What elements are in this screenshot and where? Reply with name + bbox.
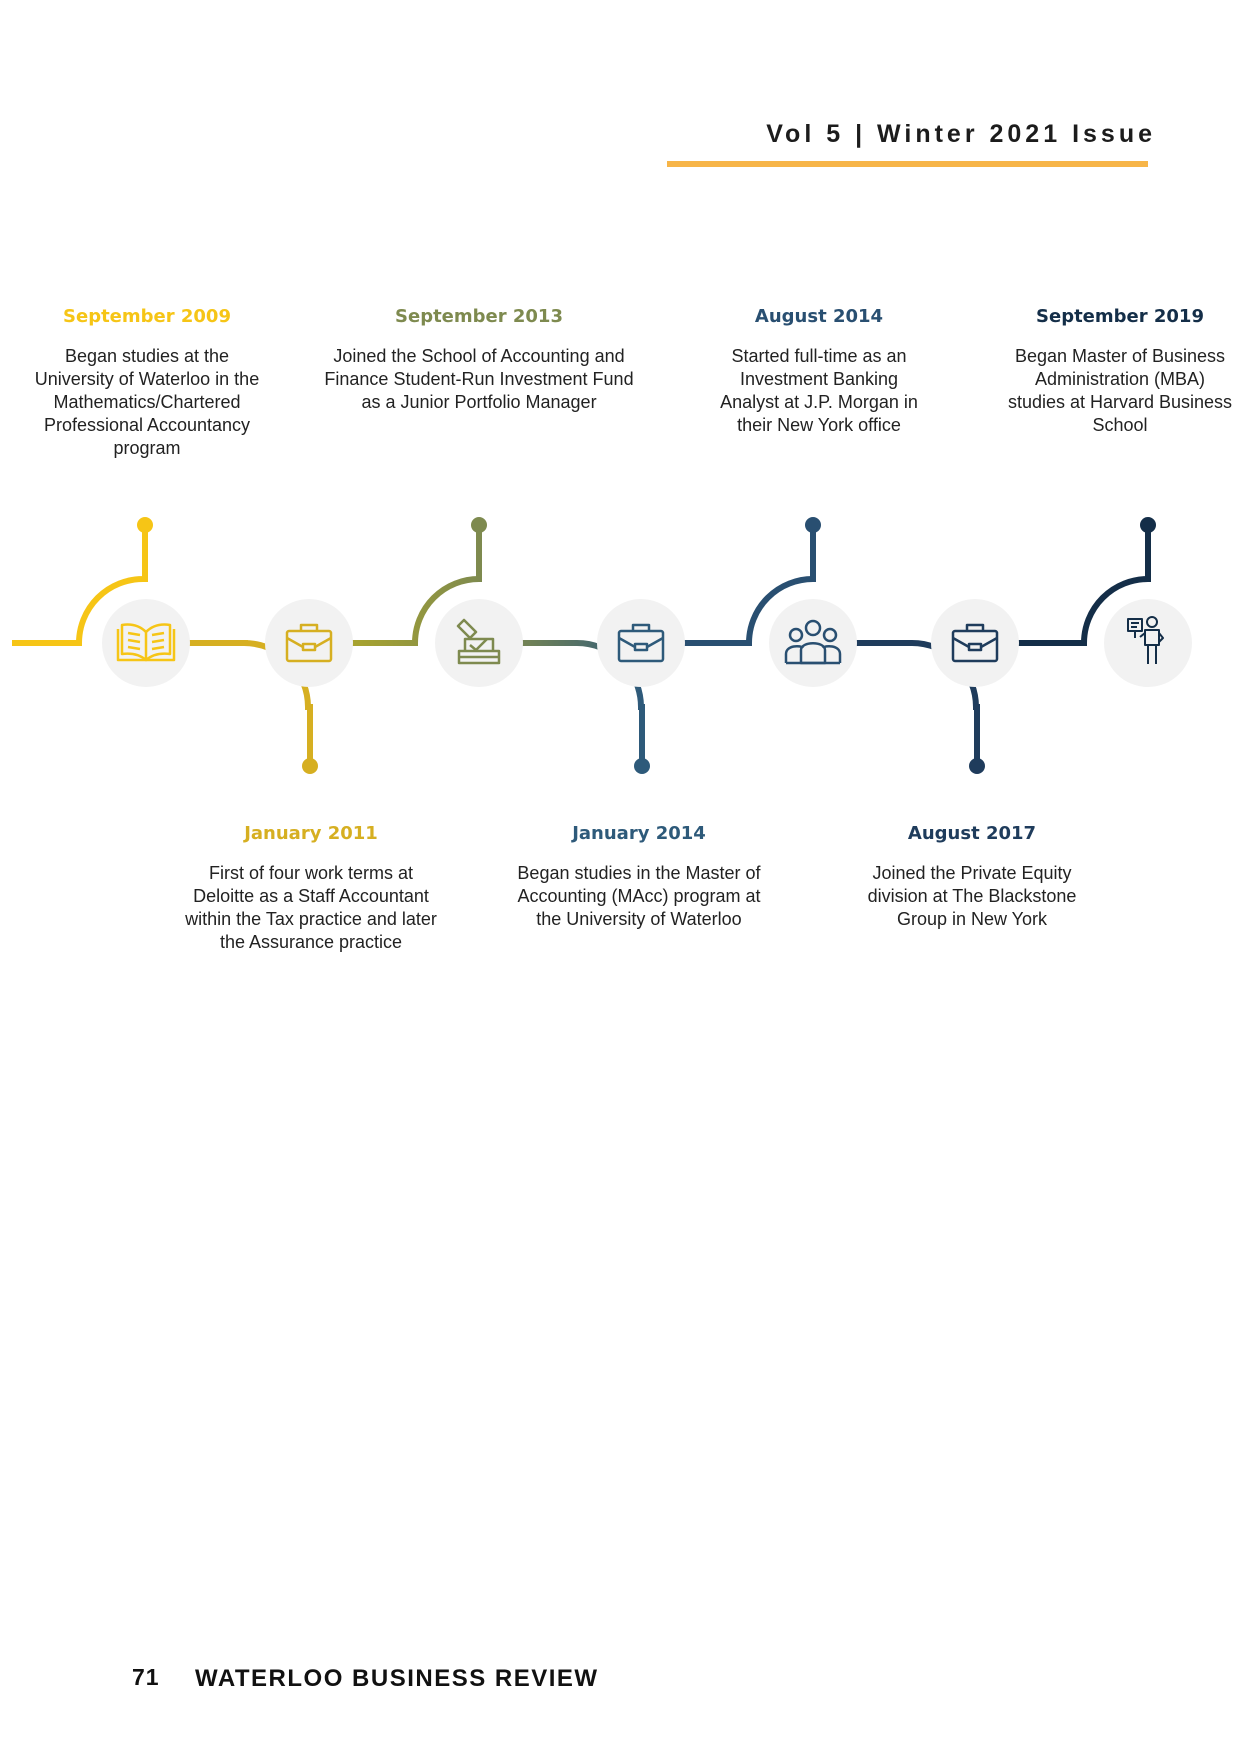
timeline-node-2 [302,758,318,774]
publication-title: WATERLOO BUSINESS REVIEW [195,1665,599,1692]
ballot-box-icon [456,618,501,665]
icon-circle-7 [1104,599,1192,687]
header-rule [667,161,1148,167]
issue-header: Vol 5 | Winter 2021 Issue [766,120,1156,148]
page-number: 71 [132,1664,160,1690]
event-date: September 2009 [63,306,231,327]
event-description: Started full-time as an Investment Banki… [720,346,918,435]
briefcase-icon [285,623,333,663]
event-date: January 2011 [244,823,378,844]
timeline-segment-5 [682,525,816,646]
event-description: First of four work terms at Deloitte as … [185,863,437,952]
event-description: Joined the Private Equity division at Th… [867,863,1077,929]
presenter-icon [1127,616,1164,664]
briefcase-icon [617,623,665,663]
timeline-node-4 [634,758,650,774]
timeline-node-7 [1140,517,1156,533]
icon-circle-3 [435,599,523,687]
event-september-2013: September 2013 Joined the School of Acco… [324,306,634,414]
event-description: Began studies at the University of Water… [34,346,260,458]
event-description: Began Master of Business Administration … [1007,346,1233,435]
event-august-2017: August 2017 Joined the Private Equity di… [854,823,1090,931]
timeline-segment-7 [1013,525,1151,646]
event-september-2009: September 2009 Began studies at the Univ… [26,306,268,460]
timeline-node-6 [969,758,985,774]
timeline-node-3 [471,517,487,533]
event-date: August 2017 [907,823,1037,844]
book-icon [116,623,176,662]
event-january-2011: January 2011 First of four work terms at… [176,823,446,954]
event-january-2014: January 2014 Began studies in the Master… [504,823,774,931]
timeline-node-1 [137,517,153,533]
briefcase-icon [951,623,999,663]
team-icon [784,619,842,665]
event-description: Began studies in the Master of Accountin… [517,863,761,929]
event-date: August 2014 [754,306,884,327]
event-date: January 2014 [572,823,706,844]
event-august-2014: August 2014 Started full-time as an Inve… [714,306,924,437]
timeline-segment-3 [350,525,482,646]
event-september-2019: September 2019 Began Master of Business … [1006,306,1234,437]
event-date: September 2013 [395,306,563,327]
event-date: September 2019 [1036,306,1204,327]
timeline-node-5 [805,517,821,533]
event-description: Joined the School of Accounting and Fina… [324,346,634,412]
